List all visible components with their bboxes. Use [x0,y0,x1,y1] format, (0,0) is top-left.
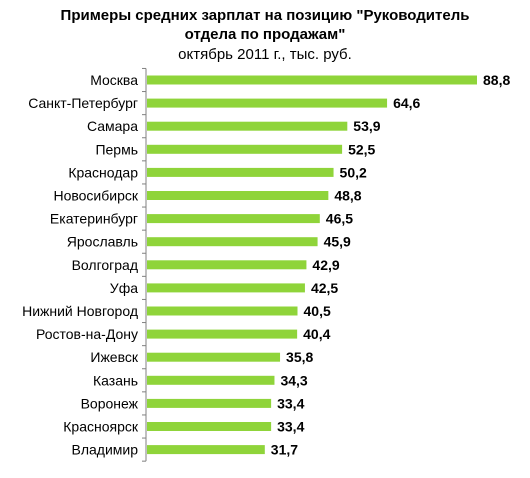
value-label: 45,9 [324,234,351,250]
category-label: Казань [93,372,138,388]
value-label: 46,5 [326,211,353,227]
category-label: Краснодар [68,164,138,180]
bar [147,375,275,385]
value-label: 31,7 [271,442,298,458]
value-label: 40,5 [304,303,331,319]
value-label: 42,9 [312,257,339,273]
category-label: Волгоград [72,257,138,273]
bar [147,237,318,247]
category-label: Уфа [110,280,138,296]
bar [147,329,298,339]
value-label: 40,4 [303,326,330,342]
bar [147,306,298,316]
category-label: Новосибирск [53,188,138,204]
value-label: 50,2 [340,164,367,180]
value-label: 33,4 [277,395,304,411]
bar [147,98,388,108]
bar [147,398,272,408]
category-label: Ярославль [67,234,138,250]
category-label: Санкт-Петербург [28,95,138,111]
category-label: Екатеринбург [50,211,138,227]
chart-title-line-1: Примеры средних зарплат на позицию "Руко… [60,7,470,24]
category-label: Красноярск [63,419,139,435]
value-label: 88,8 [483,72,510,88]
value-label: 42,5 [311,280,338,296]
category-label: Нижний Новгород [22,303,138,319]
bar [147,422,272,431]
value-label: 48,8 [334,188,361,204]
category-label: Владимир [71,442,138,458]
bar [147,167,334,177]
bar [147,214,320,224]
category-label: Москва [90,72,138,88]
category-label: Самара [87,118,138,134]
bar [147,144,343,154]
category-label: Ижевск [90,349,138,365]
bar [147,283,305,293]
value-label: 64,6 [393,95,420,111]
value-label: 53,9 [353,118,380,134]
bar [147,191,329,200]
value-label: 33,4 [277,419,304,435]
bar [147,75,477,85]
value-label: 34,3 [280,372,307,388]
value-label: 52,5 [348,141,375,157]
bar [147,260,307,270]
chart-subtitle: октябрь 2011 г., тыс. руб. [178,46,352,63]
bar [147,121,348,131]
category-label: Ростов-на-Дону [36,326,138,342]
category-label: Воронеж [81,395,139,411]
chart-title-line-2: отдела по продажам" [184,26,346,43]
value-label: 35,8 [286,349,313,365]
bar [147,445,265,455]
category-label: Пермь [95,141,138,157]
bar [147,352,281,362]
